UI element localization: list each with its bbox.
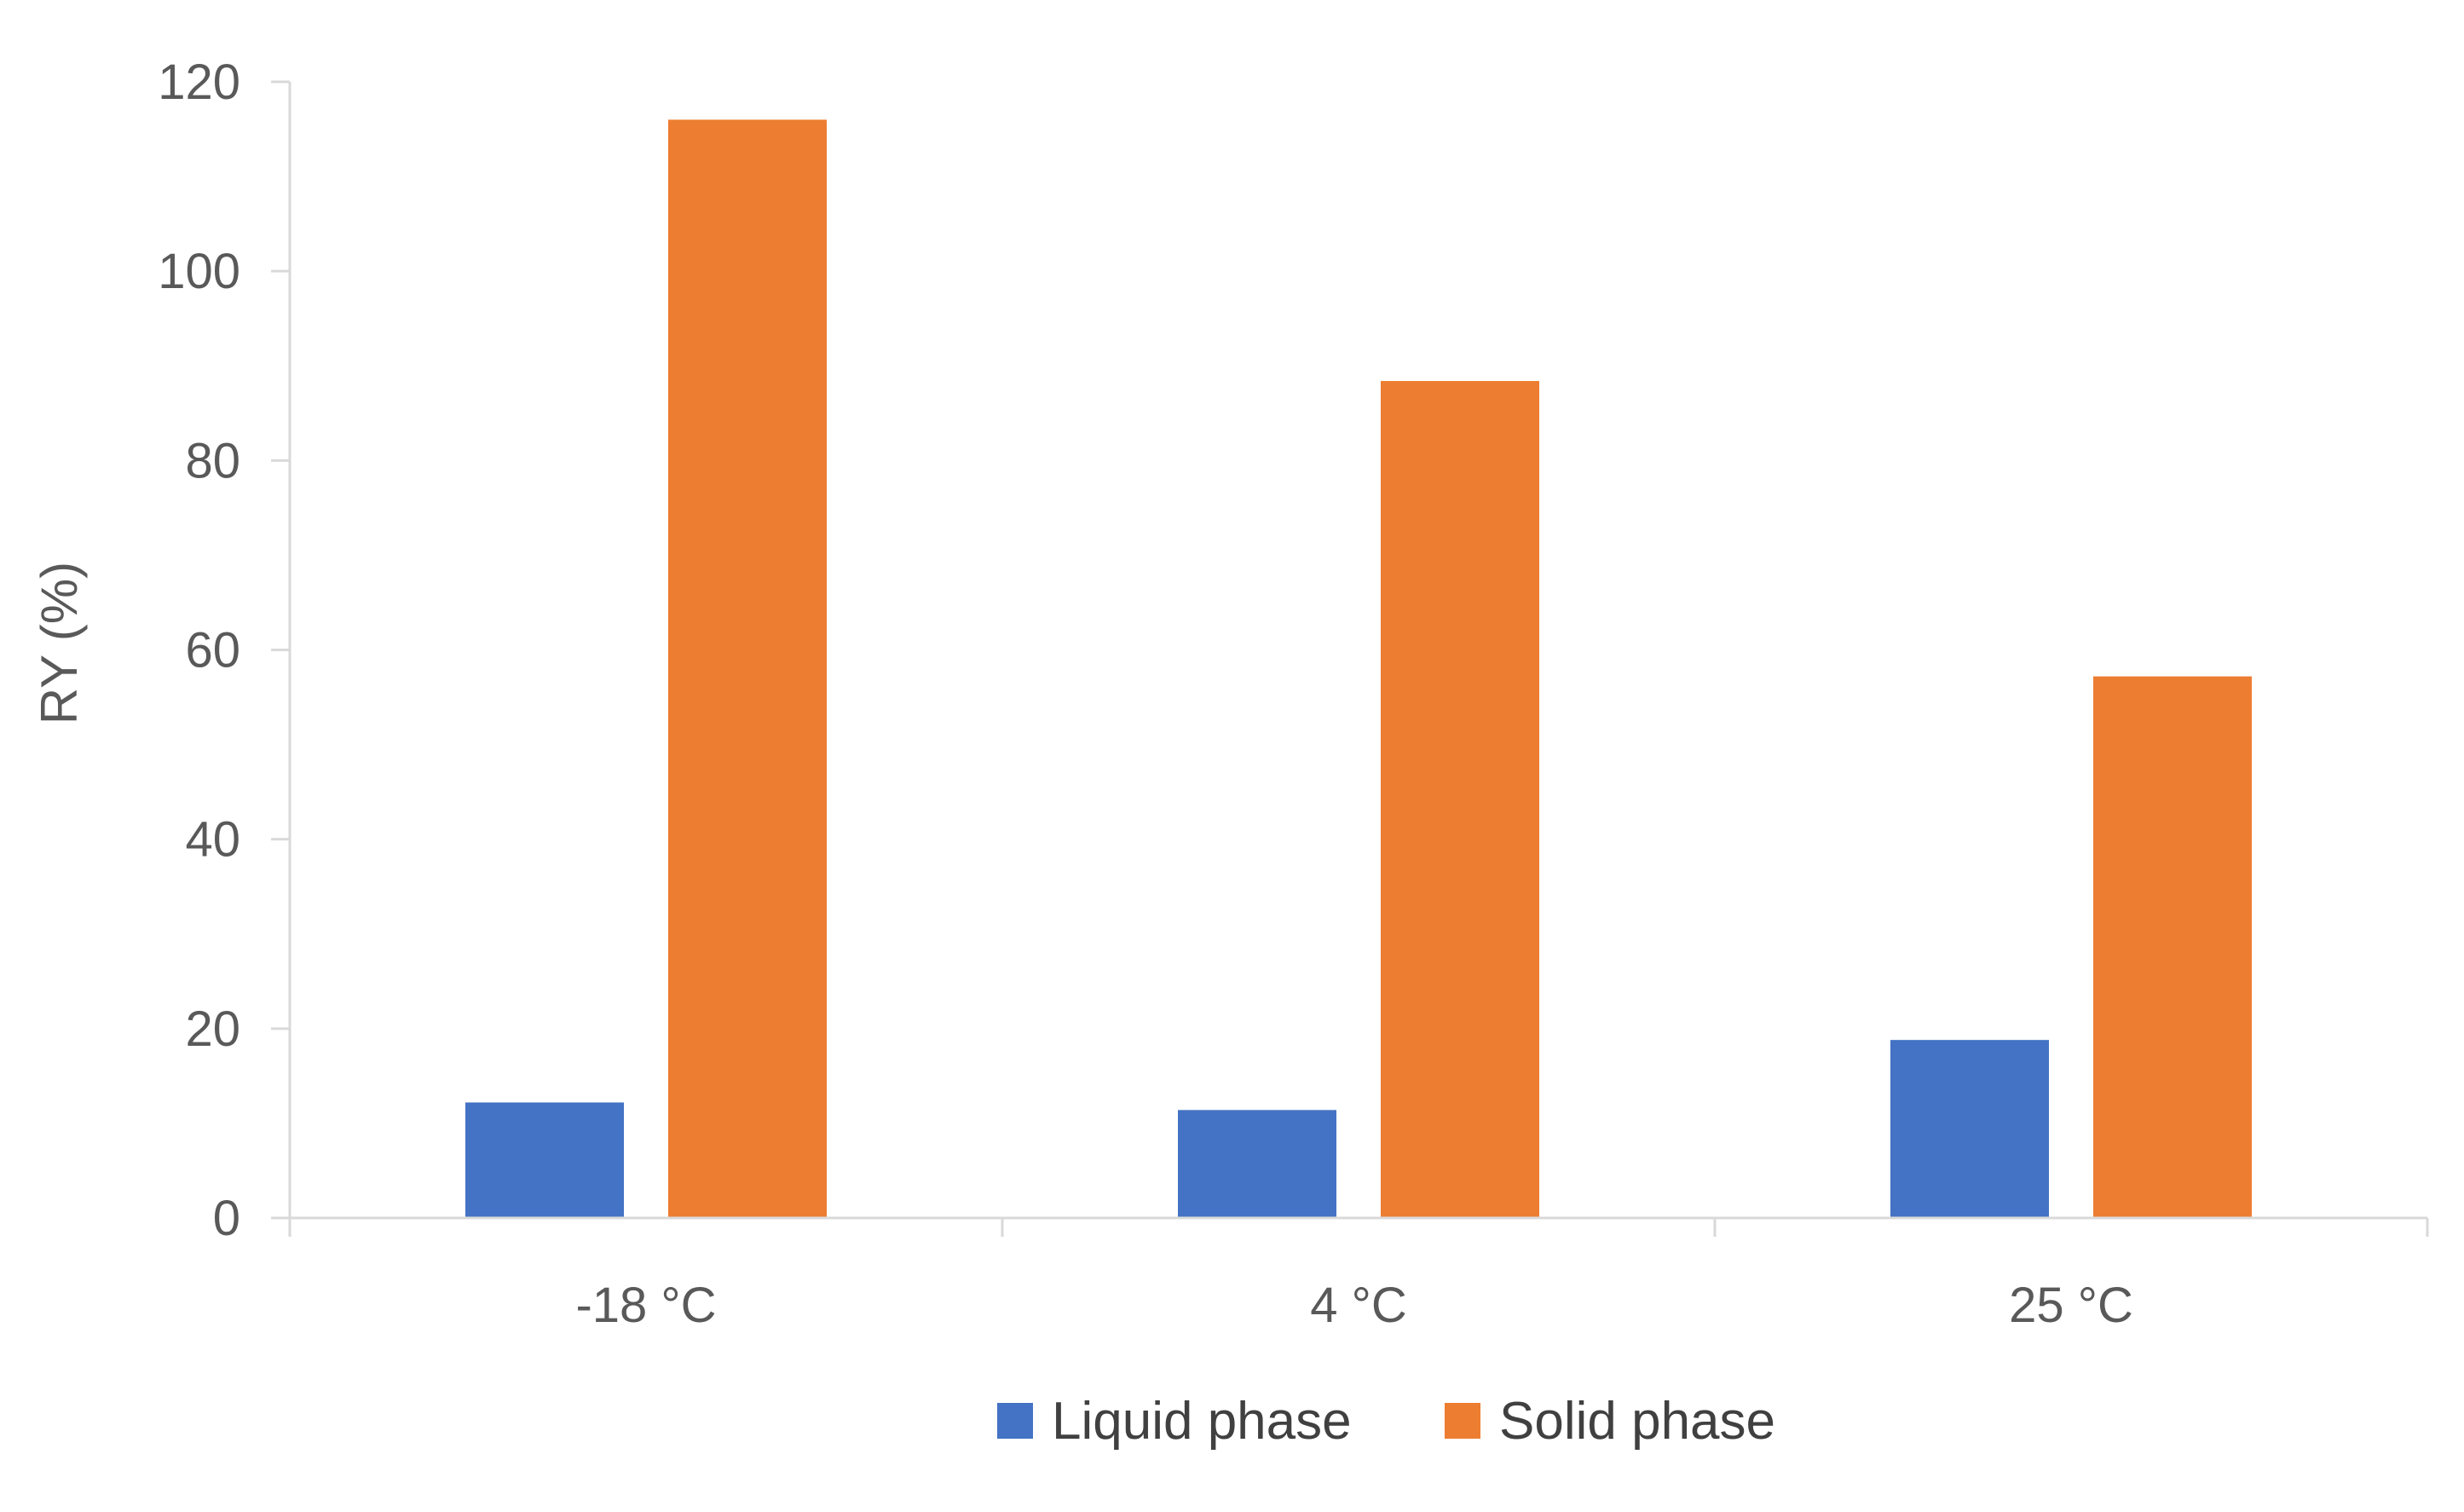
legend-label: Solid phase bbox=[1499, 1392, 1775, 1451]
legend-swatch-liquid-phase bbox=[997, 1403, 1033, 1439]
legend-swatch-solid-phase bbox=[1445, 1403, 1480, 1439]
y-axis-ticks: 0 20 40 60 80 100 120 bbox=[158, 55, 290, 1246]
legend-label: Liquid phase bbox=[1052, 1392, 1352, 1451]
bar-solid-phase-1 bbox=[668, 119, 827, 1218]
bar-liquid-phase-1 bbox=[465, 1102, 624, 1218]
y-axis-title: RY (%) bbox=[31, 562, 88, 724]
x-tick-label: -18 °C bbox=[575, 1278, 716, 1333]
y-tick-label: 0 bbox=[213, 1191, 240, 1246]
bar-liquid-phase-2 bbox=[1178, 1110, 1336, 1218]
y-tick-label: 20 bbox=[185, 1001, 240, 1057]
x-tick-label: 4 °C bbox=[1310, 1278, 1406, 1333]
y-tick-label: 100 bbox=[158, 244, 240, 299]
y-tick-label: 60 bbox=[185, 623, 240, 678]
bar-solid-phase-3 bbox=[2093, 676, 2252, 1218]
bar-liquid-phase-3 bbox=[1890, 1040, 2049, 1218]
bar-solid-phase-2 bbox=[1381, 381, 1539, 1219]
bars bbox=[465, 119, 2252, 1219]
x-tick-label: 25 °C bbox=[2009, 1278, 2133, 1333]
y-tick-label: 80 bbox=[185, 433, 240, 488]
legend: Liquid phase Solid phase bbox=[997, 1392, 1775, 1451]
y-tick-label: 120 bbox=[158, 55, 240, 110]
x-axis-ticks: -18 °C 4 °C 25 °C bbox=[288, 1218, 2429, 1333]
y-tick-label: 40 bbox=[185, 812, 240, 868]
